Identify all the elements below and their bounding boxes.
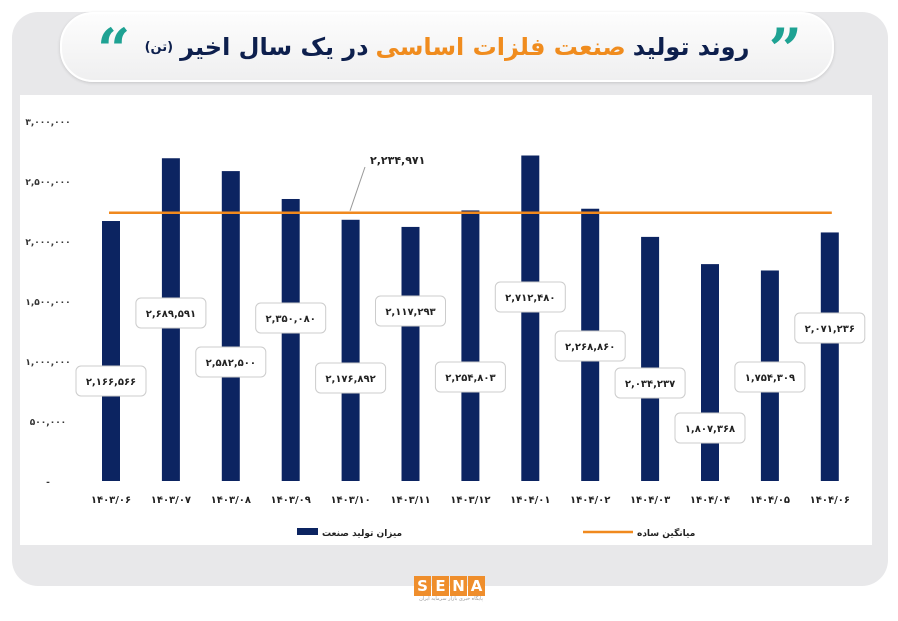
title-unit: (تن): [144, 39, 174, 55]
quote-open-icon: “: [97, 16, 131, 84]
average-leader-line: [349, 166, 366, 211]
legend-bar-swatch: [297, 528, 318, 535]
x-tick-label: ۱۴۰۴/۰۶: [810, 495, 850, 506]
bar: [521, 155, 540, 482]
data-label: ۱,۸۰۷,۳۶۸: [685, 424, 735, 435]
logo-letter: S: [414, 576, 431, 596]
x-tick-label: ۱۴۰۳/۱۱: [390, 495, 430, 506]
data-label: ۲,۱۱۷,۲۹۳: [385, 307, 435, 318]
average-data-label: ۲,۲۳۴,۹۷۱: [370, 154, 425, 167]
data-label-box: [255, 302, 327, 334]
data-label-box: [794, 312, 866, 344]
bar: [461, 210, 480, 481]
logo-letter: A: [468, 576, 485, 596]
bar: [221, 171, 240, 481]
header-banner: “ ” روند تولید صنعت فلزات اساسی در یک سا…: [60, 12, 834, 82]
y-tick-label: ۲,۰۰۰,۰۰۰: [25, 238, 70, 248]
bar: [341, 219, 360, 481]
data-label-box: [554, 330, 626, 362]
data-label: ۲,۰۷۱,۲۳۶: [805, 324, 855, 335]
data-label: ۲,۵۸۲,۵۰۰: [206, 358, 256, 369]
x-tick-label: ۱۴۰۳/۰۶: [91, 495, 131, 506]
bar: [281, 198, 300, 481]
logo-subtitle: پایگاه خبری بازار سرمایه ایران: [419, 596, 483, 602]
y-tick-label: ۱,۰۰۰,۰۰۰: [25, 358, 70, 368]
data-label: ۲,۱۷۶,۸۹۲: [325, 374, 375, 385]
data-label: ۲,۳۵۰,۰۸۰: [266, 314, 316, 325]
title-part2: در یک سال اخیر: [180, 33, 369, 61]
x-tick-label: ۱۴۰۴/۰۱: [510, 495, 550, 506]
data-label: ۱,۷۵۴,۳۰۹: [745, 373, 795, 384]
page-title: روند تولید صنعت فلزات اساسی در یک سال اخ…: [62, 14, 832, 80]
chart-area: - ۵۰۰,۰۰۰ ۱,۰۰۰,۰۰۰ ۱,۵۰۰,۰۰۰ ۲,۰۰۰,۰۰۰ ۲,۵۰۰…: [20, 95, 872, 545]
data-label-box: [315, 362, 387, 394]
sena-logo: S E N A پایگاه خبری بازار سرمایه ایران: [414, 576, 488, 606]
data-label-box: [195, 346, 267, 378]
x-tick-label: ۱۴۰۴/۰۵: [750, 495, 790, 506]
data-label-box: [614, 367, 686, 399]
logo-letter: E: [432, 576, 449, 596]
y-tick-label: ۳,۰۰۰,۰۰۰: [25, 118, 70, 128]
data-label: ۲,۲۶۸,۸۶۰: [565, 342, 615, 353]
y-tick-label: ۵۰۰,۰۰۰: [30, 418, 66, 428]
data-label-box: [734, 361, 806, 393]
data-label: ۲,۲۵۴,۸۰۳: [445, 373, 495, 384]
production-chart: - ۵۰۰,۰۰۰ ۱,۰۰۰,۰۰۰ ۱,۵۰۰,۰۰۰ ۲,۰۰۰,۰۰۰ ۲,۵۰۰…: [25, 118, 866, 539]
x-tick-label: ۱۴۰۳/۱۲: [450, 495, 490, 506]
data-label-box: [494, 281, 566, 313]
data-label-box: [434, 361, 506, 393]
data-label: ۲,۱۶۶,۵۶۶: [86, 377, 136, 388]
bar: [102, 221, 120, 481]
x-tick-label: ۱۴۰۳/۰۷: [151, 495, 191, 506]
title-accent: صنعت فلزات اساسی: [375, 33, 626, 61]
bar: [701, 264, 719, 481]
y-tick-label: ۲,۵۰۰,۰۰۰: [25, 178, 70, 188]
x-tick-label: ۱۴۰۳/۱۰: [330, 495, 370, 506]
data-label-box: [135, 297, 207, 329]
data-label-box: [375, 295, 446, 327]
data-label-box: [674, 412, 746, 444]
y-tick-label: ۱,۵۰۰,۰۰۰: [25, 298, 70, 308]
bar: [401, 226, 420, 481]
data-label-box: [75, 365, 147, 397]
bar: [641, 236, 660, 481]
title-part1: روند تولید: [632, 33, 750, 61]
data-label: ۲,۶۸۹,۵۹۱: [146, 309, 196, 320]
quote-close-icon: ”: [768, 16, 802, 84]
x-tick-label: ۱۴۰۴/۰۳: [630, 495, 670, 506]
x-tick-label: ۱۴۰۴/۰۲: [570, 495, 610, 506]
y-tick-label: -: [46, 478, 50, 488]
x-tick-label: ۱۴۰۳/۰۸: [211, 495, 251, 506]
x-tick-label: ۱۴۰۴/۰۴: [690, 495, 730, 506]
x-tick-label: ۱۴۰۳/۰۹: [271, 495, 311, 506]
legend-bar-label: میزان تولید صنعت: [322, 529, 402, 539]
logo-letter: N: [450, 576, 467, 596]
bar: [820, 232, 839, 481]
data-label: ۲,۷۱۲,۴۸۰: [505, 293, 555, 304]
legend-line-label: میانگین ساده: [637, 527, 695, 539]
data-label: ۲,۰۳۴,۲۳۷: [625, 379, 675, 390]
